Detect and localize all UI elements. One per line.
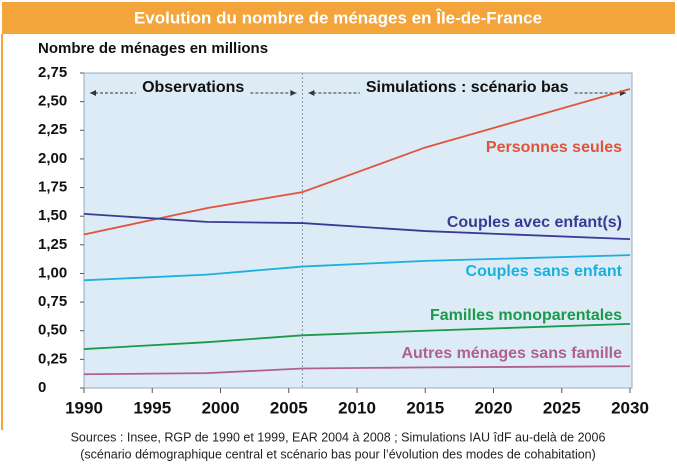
arrow-head [308, 90, 315, 96]
y-tick-label: 2,00 [38, 150, 67, 167]
series-line [83, 322, 631, 350]
source: Sources : Insee, RGP de 1990 et 1999, EA… [71, 430, 606, 444]
y-tick-label: 2,75 [38, 64, 67, 81]
y-tick-label: 1,50 [38, 207, 67, 224]
x-tick-label: 2005 [270, 398, 308, 417]
arrow-head [290, 90, 297, 96]
y-tick-label: 1,00 [38, 264, 67, 281]
x-tick-label: 2015 [406, 398, 444, 417]
y-tick-label: 0,50 [38, 322, 67, 339]
x-tick-label: 1990 [65, 398, 103, 417]
x-tick-label: 1995 [133, 398, 171, 417]
x-tick-label: 2030 [611, 398, 649, 417]
plot-area [83, 72, 633, 389]
chart-subtitle: Nombre de ménages en millions [38, 40, 268, 57]
series-label: Couples avec enfant(s) [447, 214, 622, 231]
source: (scénario démographique central et scéna… [80, 447, 596, 461]
x-tick-label: 2000 [202, 398, 240, 417]
y-tick-label: 0 [38, 379, 46, 396]
title-bar [2, 2, 675, 34]
series-label: Personnes seules [486, 139, 622, 156]
annotation: Observations [142, 79, 244, 96]
series-label: Couples sans enfant [466, 263, 623, 280]
series-line [83, 254, 631, 282]
arrow-head [90, 90, 96, 96]
series-label: Familles monoparentales [430, 307, 622, 324]
x-tick-label: 2025 [543, 398, 581, 417]
x-tick-label: 2020 [475, 398, 513, 417]
y-tick-label: 2,50 [38, 93, 67, 110]
series-line [83, 88, 631, 236]
y-tick-label: 1,25 [38, 236, 67, 253]
x-tick-label: 2010 [338, 398, 376, 417]
series-label: Autres ménages sans famille [401, 345, 622, 362]
chart-title: Evolution du nombre de ménages en Île-de… [134, 8, 542, 27]
y-tick-label: 2,25 [38, 121, 67, 138]
y-tick-label: 1,75 [38, 179, 67, 196]
annotation: Simulations : scénario bas [366, 79, 569, 96]
y-tick-label: 0,75 [38, 293, 67, 310]
series-line [83, 212, 631, 240]
y-tick-label: 0,25 [38, 350, 67, 367]
series-line [83, 365, 631, 376]
